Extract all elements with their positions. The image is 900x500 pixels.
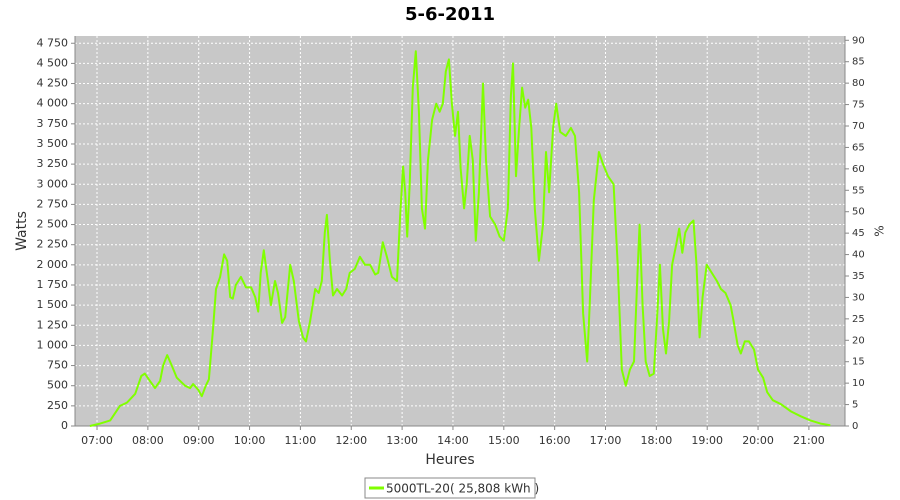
y2-tick-label: 35 bbox=[852, 271, 865, 282]
y2-tick-label: 70 bbox=[852, 121, 865, 132]
y-tick-label: 2 750 bbox=[37, 197, 69, 210]
y-tick-label: 750 bbox=[47, 359, 68, 372]
y2-tick-label: 45 bbox=[852, 228, 865, 239]
y2-tick-label: 20 bbox=[852, 335, 865, 346]
legend-label: 5000TL-20( 25,808 kWh ) bbox=[386, 482, 539, 496]
y2-axis-label: % bbox=[873, 225, 887, 236]
legend bbox=[364, 477, 536, 499]
y2-tick-label: 55 bbox=[852, 185, 865, 196]
y-tick-label: 2 500 bbox=[37, 218, 69, 231]
y-tick-label: 1 750 bbox=[37, 278, 69, 291]
y2-tick-label: 30 bbox=[852, 292, 865, 303]
x-tick-label: 12:00 bbox=[335, 434, 367, 447]
y-tick-label: 500 bbox=[47, 379, 68, 392]
x-axis-label: Heures bbox=[425, 452, 474, 468]
y2-tick-label: 85 bbox=[852, 57, 865, 68]
x-tick-label: 07:00 bbox=[81, 434, 113, 447]
x-tick-label: 21:00 bbox=[793, 434, 825, 447]
y2-tick-label: 25 bbox=[852, 314, 865, 325]
y-tick-label: 0 bbox=[61, 419, 68, 432]
x-tick-label: 16:00 bbox=[539, 434, 571, 447]
data-line bbox=[89, 50, 831, 427]
y-tick-label: 3 500 bbox=[37, 137, 69, 150]
x-tick-label: 14:00 bbox=[437, 434, 469, 447]
x-tick-label: 09:00 bbox=[183, 434, 215, 447]
x-tick-label: 11:00 bbox=[285, 434, 317, 447]
y2-tick-label: 5 bbox=[852, 400, 858, 411]
x-tick-label: 19:00 bbox=[691, 434, 723, 447]
y-tick-label: 2 000 bbox=[37, 258, 69, 271]
y-tick-label: 3 250 bbox=[37, 157, 69, 170]
x-tick-label: 20:00 bbox=[742, 434, 774, 447]
x-tick-label: 10:00 bbox=[234, 434, 266, 447]
y2-tick-label: 65 bbox=[852, 142, 865, 153]
x-tick-label: 15:00 bbox=[488, 434, 520, 447]
y2-tick-label: 90 bbox=[852, 35, 865, 46]
y2-tick-label: 10 bbox=[852, 378, 865, 389]
y2-tick-label: 50 bbox=[852, 207, 865, 218]
y-tick-label: 3 750 bbox=[37, 117, 69, 130]
chart-title: 5-6-2011 bbox=[405, 4, 495, 25]
y-tick-label: 1 000 bbox=[37, 338, 69, 351]
x-tick-label: 17:00 bbox=[590, 434, 622, 447]
plot-area bbox=[75, 36, 845, 426]
y-tick-label: 4 500 bbox=[37, 56, 69, 69]
y2-tick-label: 15 bbox=[852, 357, 865, 368]
y-tick-label: 1 500 bbox=[37, 298, 69, 311]
y-tick-label: 3 000 bbox=[37, 177, 69, 190]
y-axis-label: Watts bbox=[14, 211, 30, 251]
x-tick-label: 13:00 bbox=[386, 434, 418, 447]
y-tick-label: 1 250 bbox=[37, 318, 69, 331]
y-tick-label: 4 750 bbox=[37, 36, 69, 49]
x-tick-label: 18:00 bbox=[641, 434, 673, 447]
y2-tick-label: 75 bbox=[852, 100, 865, 111]
x-tick-label: 08:00 bbox=[132, 434, 164, 447]
y-tick-label: 250 bbox=[47, 399, 68, 412]
y-tick-label: 2 250 bbox=[37, 238, 69, 251]
y2-tick-label: 80 bbox=[852, 78, 865, 89]
y2-tick-label: 0 bbox=[852, 421, 858, 432]
y-tick-label: 4 250 bbox=[37, 77, 69, 90]
y-tick-label: 4 000 bbox=[37, 97, 69, 110]
y2-tick-label: 60 bbox=[852, 164, 865, 175]
y2-tick-label: 40 bbox=[852, 250, 865, 261]
